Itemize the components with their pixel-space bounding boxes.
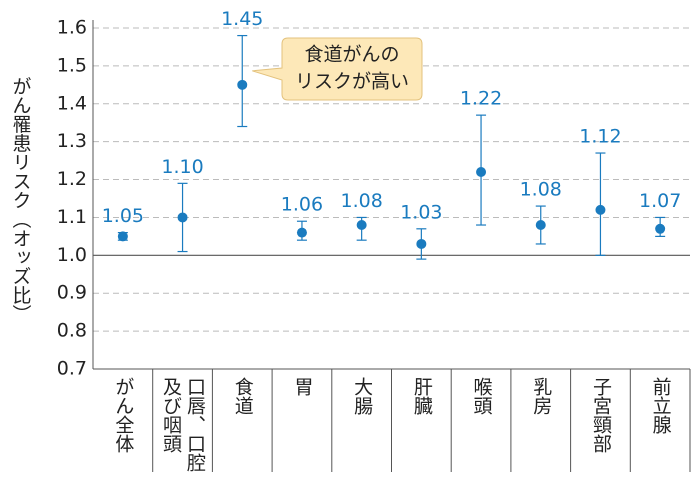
point bbox=[117, 231, 128, 242]
value-label: 1.06 bbox=[281, 194, 323, 216]
x-tick-label: 口唇、口腔 bbox=[184, 377, 206, 472]
y-tick-label: 0.7 bbox=[57, 358, 87, 380]
x-tick-label: 前立腺 bbox=[650, 377, 672, 434]
callout-text: リスクが高い bbox=[295, 71, 409, 93]
y-axis-label: がん罹患リスク（オッズ比） bbox=[10, 76, 32, 323]
callout-box bbox=[252, 37, 423, 101]
point bbox=[655, 223, 666, 234]
value-label: 1.10 bbox=[161, 156, 203, 178]
y-tick-label: 1.2 bbox=[57, 168, 87, 190]
x-tick-label: 子宮頸部 bbox=[590, 377, 612, 453]
value-label: 1.05 bbox=[102, 205, 144, 227]
x-tick-label: 及び咽頭 bbox=[160, 377, 182, 453]
value-label: 1.22 bbox=[460, 88, 502, 110]
x-tick-label: 胃 bbox=[291, 377, 313, 396]
y-tick-label: 1.5 bbox=[57, 54, 87, 76]
y-tick-label: 0.9 bbox=[57, 282, 87, 304]
y-tick-label: 1.4 bbox=[57, 92, 87, 114]
value-label: 1.07 bbox=[639, 190, 681, 212]
point bbox=[177, 212, 188, 223]
point bbox=[416, 238, 427, 249]
point bbox=[535, 220, 546, 231]
x-tick-label: 肝臓 bbox=[411, 377, 433, 416]
x-tick-label: 喉頭 bbox=[471, 377, 493, 415]
y-tick-label: 1.0 bbox=[57, 244, 87, 266]
x-tick-label: 乳房 bbox=[530, 377, 552, 415]
point bbox=[296, 227, 307, 238]
point bbox=[356, 220, 367, 231]
callout-text: 食道がんの bbox=[304, 44, 399, 66]
x-tick-label: 大腸 bbox=[351, 377, 373, 416]
y-tick-label: 1.6 bbox=[57, 17, 87, 39]
x-tick-label: がん全体 bbox=[112, 377, 134, 453]
point bbox=[595, 204, 606, 215]
value-label: 1.08 bbox=[340, 190, 382, 212]
value-label: 1.03 bbox=[400, 201, 442, 223]
point bbox=[237, 79, 248, 90]
y-tick-label: 1.1 bbox=[57, 206, 87, 228]
y-tick-label: 0.8 bbox=[57, 320, 87, 342]
value-label: 1.08 bbox=[520, 179, 562, 201]
value-label: 1.45 bbox=[221, 8, 263, 30]
x-tick-label: 食道 bbox=[232, 377, 254, 415]
value-label: 1.12 bbox=[579, 126, 621, 148]
y-tick-label: 1.3 bbox=[57, 130, 87, 152]
point bbox=[476, 166, 487, 177]
